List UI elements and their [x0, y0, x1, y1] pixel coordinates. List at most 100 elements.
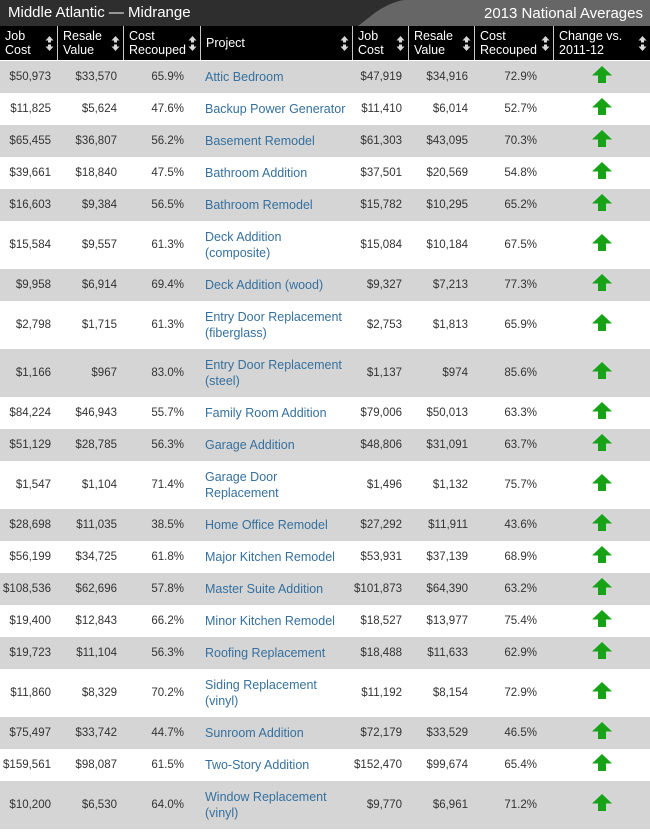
project-link[interactable]: Minor Kitchen Remodel: [205, 614, 335, 628]
sort-header-change-vs-2011-12[interactable]: Change vs. 2011-12: [553, 26, 650, 60]
table-row: $50,973 $33,570 65.9% Attic Bedroom $47,…: [0, 61, 650, 93]
cost-recouped-regional-value: 56.3%: [151, 647, 184, 659]
sort-arrows-icon: [45, 36, 54, 54]
table-row: $28,698 $11,035 38.5% Home Office Remode…: [0, 509, 650, 541]
change-indicator: [553, 434, 650, 456]
table-row: $108,536 $62,696 57.8% Master Suite Addi…: [0, 573, 650, 605]
sort-header-cost-recouped-national[interactable]: Cost Recouped: [474, 26, 553, 60]
project-link[interactable]: Master Suite Addition: [205, 582, 324, 596]
project-link[interactable]: Basement Remodel: [205, 134, 315, 148]
change-indicator: [553, 682, 650, 704]
table-row: $19,400 $12,843 66.2% Minor Kitchen Remo…: [0, 605, 650, 637]
cost-recouped-national-value: 46.5%: [504, 727, 537, 739]
cost-recouped-national-value: 77.3%: [504, 279, 537, 291]
resale-value-regional-value: $1,104: [81, 479, 117, 491]
job-cost-regional-value: $75,497: [9, 727, 51, 739]
resale-value-regional-value: $9,557: [81, 239, 117, 251]
project-link[interactable]: Attic Bedroom: [205, 70, 284, 84]
green-up-arrow-icon: [591, 642, 612, 664]
project-link[interactable]: Bathroom Remodel: [205, 198, 313, 212]
sort-arrows-icon: [340, 36, 349, 54]
change-indicator: [553, 642, 650, 664]
cost-recouped-national-value: 72.9%: [504, 71, 537, 83]
green-up-arrow-icon: [591, 66, 612, 88]
column-label: Project: [206, 36, 245, 50]
table-row: $9,958 $6,914 69.4% Deck Addition (wood)…: [0, 269, 650, 301]
cost-recouped-regional-value: 61.3%: [151, 239, 184, 251]
change-indicator: [553, 362, 650, 384]
project-link[interactable]: Garage Addition: [205, 438, 295, 452]
resale-value-regional-value: $11,035: [76, 519, 117, 531]
cost-recouped-regional-value: 70.2%: [151, 687, 184, 699]
sort-arrows-icon: [462, 36, 471, 54]
project-link[interactable]: Entry Door Replacement (fiberglass): [205, 310, 342, 340]
job-cost-regional-value: $2,798: [15, 319, 51, 331]
project-link[interactable]: Entry Door Replacement (steel): [205, 358, 342, 388]
cost-recouped-regional-value: 61.3%: [151, 319, 184, 331]
cost-recouped-regional-value: 65.9%: [151, 71, 184, 83]
resale-value-national-value: $33,529: [426, 727, 468, 739]
cost-recouped-national-value: 67.5%: [504, 239, 537, 251]
change-indicator: [553, 194, 650, 216]
project-link[interactable]: Backup Power Generator: [205, 102, 346, 116]
resale-value-regional-value: $1,715: [81, 319, 117, 331]
resale-value-national-value: $10,184: [426, 239, 468, 251]
resale-value-national-value: $10,295: [426, 199, 468, 211]
cost-recouped-national-value: 75.4%: [504, 615, 537, 627]
table-row: $56,199 $34,725 61.8% Major Kitchen Remo…: [0, 541, 650, 573]
project-link[interactable]: Home Office Remodel: [205, 518, 328, 532]
cost-recouped-regional-value: 56.5%: [151, 199, 184, 211]
job-cost-national-value: $2,753: [366, 319, 402, 331]
job-cost-national-value: $48,806: [360, 439, 402, 451]
sort-arrows-icon: [541, 36, 550, 54]
project-link[interactable]: Bathroom Addition: [205, 166, 308, 180]
project-link[interactable]: Sunroom Addition: [205, 726, 304, 740]
table-row: $39,661 $18,840 47.5% Bathroom Addition …: [0, 157, 650, 189]
project-link[interactable]: Window Replacement (wood): [200, 829, 352, 837]
job-cost-national-value: $1,496: [366, 479, 402, 491]
sort-header-job-cost-regional[interactable]: Job Cost: [0, 26, 57, 60]
resale-value-national-value: $37,139: [426, 551, 468, 563]
sort-header-resale-value-national[interactable]: Resale Value: [408, 26, 474, 60]
sort-header-project[interactable]: Project: [200, 26, 352, 60]
job-cost-national-value: $11,410: [361, 103, 402, 115]
resale-value-regional-value: $33,742: [75, 727, 117, 739]
cost-recouped-national-value: 52.7%: [504, 103, 537, 115]
job-cost-national-value: $27,292: [360, 519, 402, 531]
project-link[interactable]: Deck Addition (wood): [205, 278, 324, 292]
project-link[interactable]: Major Kitchen Remodel: [205, 550, 335, 564]
project-link[interactable]: Two-Story Addition: [205, 758, 310, 772]
resale-value-regional-value: $11,104: [76, 647, 117, 659]
change-indicator: [553, 546, 650, 568]
green-up-arrow-icon: [591, 722, 612, 744]
cost-recouped-regional-value: 47.6%: [151, 103, 184, 115]
project-link[interactable]: Garage Door Replacement: [205, 470, 279, 500]
resale-value-regional-value: $46,943: [75, 407, 117, 419]
sort-arrows-icon: [188, 36, 197, 54]
change-indicator: [553, 402, 650, 424]
green-up-arrow-icon: [591, 194, 612, 216]
table-row: $11,860 $8,329 70.2% Siding Replacement …: [0, 669, 650, 717]
job-cost-regional-value: $11,825: [10, 103, 51, 115]
sort-header-job-cost-national[interactable]: Job Cost: [352, 26, 408, 60]
cost-recouped-regional-value: 69.4%: [151, 279, 184, 291]
job-cost-national-value: $152,470: [354, 759, 402, 771]
table-body: $50,973 $33,570 65.9% Attic Bedroom $47,…: [0, 61, 650, 837]
project-link[interactable]: Roofing Replacement: [205, 646, 326, 660]
cost-recouped-national-value: 75.7%: [504, 479, 537, 491]
job-cost-regional-value: $10,200: [9, 799, 51, 811]
sort-header-cost-recouped-regional[interactable]: Cost Recouped: [123, 26, 200, 60]
job-cost-regional-value: $56,199: [9, 551, 51, 563]
cost-recouped-national-value: 65.4%: [504, 759, 537, 771]
project-link[interactable]: Family Room Addition: [205, 406, 327, 420]
project-link[interactable]: Siding Replacement (vinyl): [205, 678, 317, 708]
sort-header-resale-value-regional[interactable]: Resale Value: [57, 26, 123, 60]
green-up-arrow-icon: [591, 434, 612, 456]
table-row: $51,129 $28,785 56.3% Garage Addition $4…: [0, 429, 650, 461]
national-averages-label: 2013 National Averages: [483, 5, 643, 22]
project-link[interactable]: Deck Addition (composite): [205, 230, 282, 260]
change-indicator: [553, 234, 650, 256]
table-row: $75,497 $33,742 44.7% Sunroom Addition $…: [0, 717, 650, 749]
project-link[interactable]: Window Replacement (vinyl): [205, 790, 327, 820]
job-cost-regional-value: $159,561: [3, 759, 51, 771]
